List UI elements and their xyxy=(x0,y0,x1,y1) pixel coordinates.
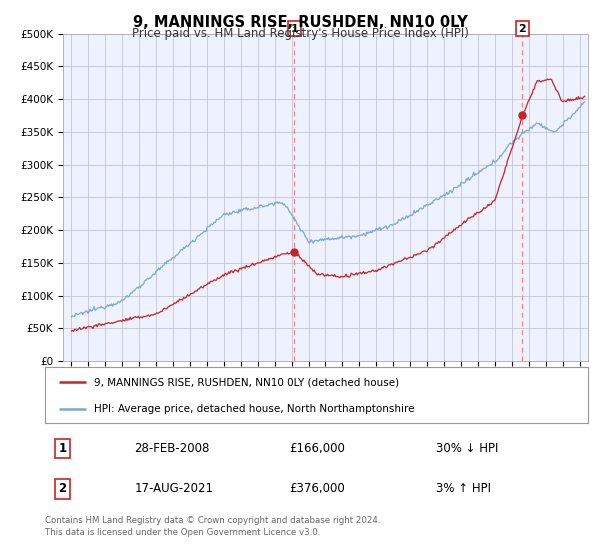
Text: Contains HM Land Registry data © Crown copyright and database right 2024.
This d: Contains HM Land Registry data © Crown c… xyxy=(45,516,380,537)
Text: £376,000: £376,000 xyxy=(289,482,345,496)
Text: 2: 2 xyxy=(58,482,67,496)
Text: Price paid vs. HM Land Registry's House Price Index (HPI): Price paid vs. HM Land Registry's House … xyxy=(131,27,469,40)
Text: 3% ↑ HPI: 3% ↑ HPI xyxy=(436,482,491,496)
Text: £166,000: £166,000 xyxy=(289,442,345,455)
Text: 9, MANNINGS RISE, RUSHDEN, NN10 0LY (detached house): 9, MANNINGS RISE, RUSHDEN, NN10 0LY (det… xyxy=(94,377,399,388)
Text: 2: 2 xyxy=(518,24,526,34)
Text: 28-FEB-2008: 28-FEB-2008 xyxy=(134,442,210,455)
Text: 1: 1 xyxy=(290,24,298,34)
Text: 9, MANNINGS RISE, RUSHDEN, NN10 0LY: 9, MANNINGS RISE, RUSHDEN, NN10 0LY xyxy=(133,15,467,30)
Text: 17-AUG-2021: 17-AUG-2021 xyxy=(134,482,214,496)
Text: 1: 1 xyxy=(58,442,67,455)
Text: 30% ↓ HPI: 30% ↓ HPI xyxy=(436,442,499,455)
Text: HPI: Average price, detached house, North Northamptonshire: HPI: Average price, detached house, Nort… xyxy=(94,404,415,414)
